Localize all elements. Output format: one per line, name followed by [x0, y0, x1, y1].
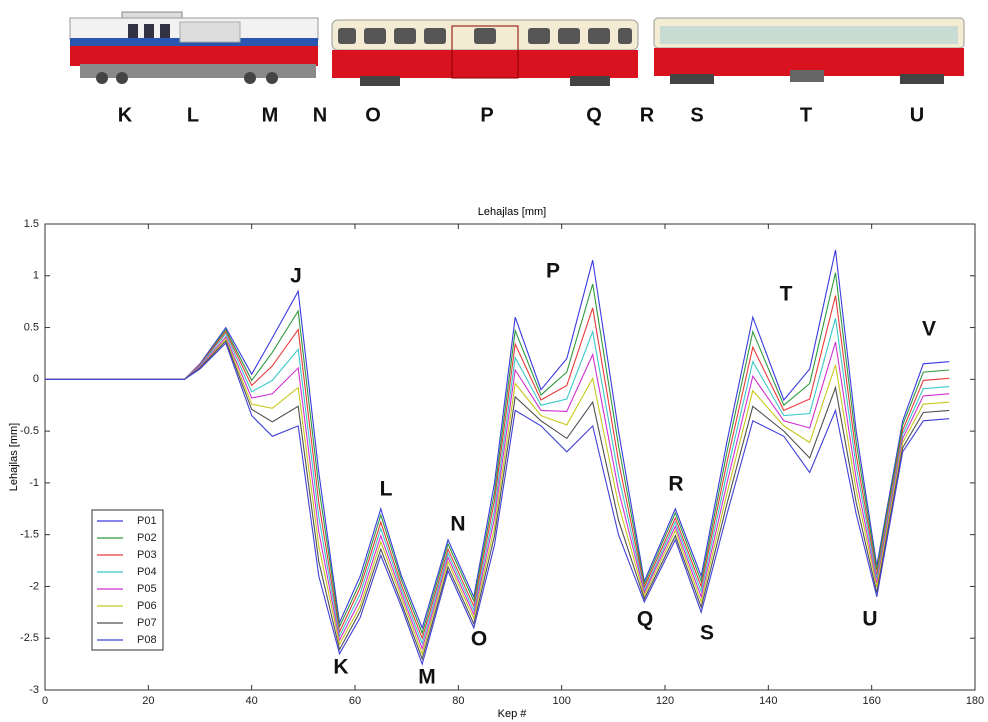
x-tick-label: 140	[759, 695, 777, 707]
passenger-car-1	[332, 20, 638, 86]
train-position-label: M	[262, 104, 279, 126]
x-tick-label: 160	[862, 695, 880, 707]
train-position-label: N	[313, 104, 327, 126]
x-tick-label: 20	[142, 695, 154, 707]
passenger-car-2	[654, 18, 964, 84]
x-axis-label: Kep #	[498, 708, 528, 720]
x-tick-label: 120	[656, 695, 674, 707]
y-tick-label: -1	[29, 477, 39, 489]
y-tick-label: 0	[33, 373, 39, 385]
train-position-label: P	[480, 104, 493, 126]
y-tick-label: -2.5	[20, 632, 39, 644]
train-position-label: Q	[586, 104, 602, 126]
y-axis-label: Lehajlas [mm]	[8, 423, 20, 491]
legend-label: P07	[137, 617, 157, 629]
train-position-label: R	[640, 104, 655, 126]
annotation: Q	[637, 608, 653, 631]
legend-label: P08	[137, 634, 157, 646]
y-tick-label: -0.5	[20, 425, 39, 437]
legend-label: P04	[137, 566, 157, 578]
annotation: J	[290, 265, 302, 288]
chart: Lehajlas [mm] Kep # Lehajlas [mm] K L M N O P…	[0, 0, 988, 722]
y-tick-label: 0.5	[24, 321, 39, 333]
x-tick-label: 40	[246, 695, 258, 707]
x-tick-label: 180	[966, 695, 984, 707]
legend-label: P05	[137, 583, 157, 595]
annotation: N	[450, 513, 465, 536]
legend-label: P01	[137, 515, 157, 527]
legend: P01 P02 P03 P04 P05 P06 P07 P08	[92, 510, 163, 650]
y-tick-label: -3	[29, 684, 39, 696]
legend-label: P02	[137, 532, 157, 544]
train-position-label: L	[187, 104, 199, 126]
train-position-label: T	[800, 104, 812, 126]
x-tick-label: 60	[349, 695, 361, 707]
annotation: U	[862, 608, 877, 631]
annotation: M	[418, 666, 436, 689]
annotation: L	[380, 478, 393, 501]
annotation: V	[922, 318, 936, 341]
x-tick-label: 0	[42, 695, 48, 707]
legend-label: P06	[137, 600, 157, 612]
annotation: P	[546, 260, 560, 283]
train-position-label: K	[118, 104, 133, 126]
page: Lehajlas [mm] Kep # Lehajlas [mm] K L M N O P…	[0, 0, 988, 722]
train-position-label: O	[365, 104, 381, 126]
train-position-label: S	[690, 104, 703, 126]
annotation: O	[471, 628, 487, 651]
y-tick-label: -1.5	[20, 529, 39, 541]
annotation: R	[668, 473, 683, 496]
legend-label: P03	[137, 549, 157, 561]
train-position-label: U	[910, 104, 924, 126]
y-tick-label: -2	[29, 580, 39, 592]
annotation: S	[700, 622, 714, 645]
annotation: T	[780, 283, 793, 306]
x-tick-label: 100	[552, 695, 570, 707]
x-tick-label: 80	[452, 695, 464, 707]
annotation: K	[333, 656, 348, 679]
plot-area	[45, 224, 975, 690]
y-tick-label: 1.5	[24, 218, 39, 230]
train-illustration	[70, 12, 964, 86]
locomotive	[70, 12, 318, 84]
y-tick-label: 1	[33, 270, 39, 282]
chart-title: Lehajlas [mm]	[478, 206, 546, 218]
